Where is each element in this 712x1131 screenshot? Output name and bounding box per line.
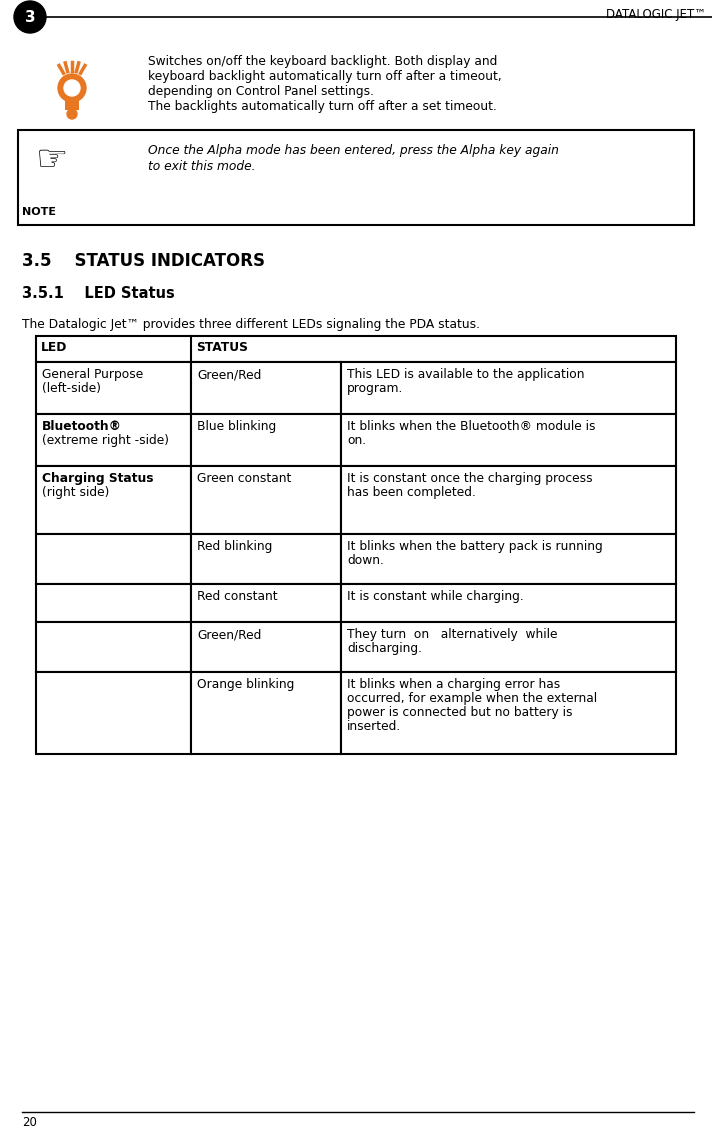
Text: LED: LED <box>41 342 68 354</box>
Circle shape <box>67 109 77 119</box>
Bar <box>341 466 676 534</box>
Bar <box>36 672 191 754</box>
Text: They turn  on   alternatively  while: They turn on alternatively while <box>347 628 557 641</box>
Text: occurred, for example when the external: occurred, for example when the external <box>347 692 597 705</box>
Text: Green/Red: Green/Red <box>197 368 261 381</box>
Bar <box>191 672 341 754</box>
Text: STATUS: STATUS <box>196 342 248 354</box>
Bar <box>36 622 191 672</box>
Bar <box>191 622 341 672</box>
Text: depending on Control Panel settings.: depending on Control Panel settings. <box>148 85 374 98</box>
Bar <box>341 534 676 584</box>
Text: It is constant while charging.: It is constant while charging. <box>347 590 524 603</box>
Text: Switches on/off the keyboard backlight. Both display and: Switches on/off the keyboard backlight. … <box>148 55 498 68</box>
Text: Charging Status: Charging Status <box>42 472 154 485</box>
Text: NOTE: NOTE <box>22 207 56 217</box>
Text: (right side): (right side) <box>42 486 110 499</box>
Text: discharging.: discharging. <box>347 642 422 655</box>
Text: Green constant: Green constant <box>197 472 291 485</box>
Text: 3: 3 <box>25 9 36 25</box>
Text: DATALOGIC JET™: DATALOGIC JET™ <box>606 8 706 21</box>
Text: (extreme right -side): (extreme right -side) <box>42 434 169 447</box>
Circle shape <box>64 80 80 96</box>
Text: 20: 20 <box>22 1116 37 1129</box>
Bar <box>341 414 676 466</box>
Text: It blinks when the Bluetooth® module is: It blinks when the Bluetooth® module is <box>347 420 595 433</box>
Bar <box>36 584 191 622</box>
Text: (left-side): (left-side) <box>42 382 101 395</box>
Text: Red blinking: Red blinking <box>197 539 273 553</box>
Bar <box>36 362 191 414</box>
Text: 3.5.1    LED Status: 3.5.1 LED Status <box>22 286 174 301</box>
Text: inserted.: inserted. <box>347 720 402 733</box>
Text: This LED is available to the application: This LED is available to the application <box>347 368 585 381</box>
Text: keyboard backlight automatically turn off after a timeout,: keyboard backlight automatically turn of… <box>148 70 502 83</box>
Text: Once the Alpha mode has been entered, press the Alpha key again: Once the Alpha mode has been entered, pr… <box>148 144 559 157</box>
Circle shape <box>14 1 46 33</box>
Text: It is constant once the charging process: It is constant once the charging process <box>347 472 592 485</box>
Bar <box>191 466 341 534</box>
Text: It blinks when a charging error has: It blinks when a charging error has <box>347 677 560 691</box>
Bar <box>341 672 676 754</box>
Text: program.: program. <box>347 382 404 395</box>
Bar <box>36 534 191 584</box>
Bar <box>191 534 341 584</box>
Text: ☞: ☞ <box>36 143 68 176</box>
Bar <box>65 101 79 110</box>
Text: The Datalogic Jet™ provides three different LEDs signaling the PDA status.: The Datalogic Jet™ provides three differ… <box>22 318 480 331</box>
Text: Green/Red: Green/Red <box>197 628 261 641</box>
Bar <box>341 362 676 414</box>
Text: Orange blinking: Orange blinking <box>197 677 294 691</box>
Text: down.: down. <box>347 554 384 567</box>
Text: has been completed.: has been completed. <box>347 486 476 499</box>
Bar <box>36 414 191 466</box>
Text: Red constant: Red constant <box>197 590 278 603</box>
Text: General Purpose: General Purpose <box>42 368 143 381</box>
Bar <box>36 466 191 534</box>
Text: The backlights automatically turn off after a set timeout.: The backlights automatically turn off af… <box>148 100 497 113</box>
Bar <box>36 336 676 362</box>
Text: on.: on. <box>347 434 366 447</box>
Text: Blue blinking: Blue blinking <box>197 420 276 433</box>
Text: to exit this mode.: to exit this mode. <box>148 159 256 173</box>
Text: Bluetooth®: Bluetooth® <box>42 420 122 433</box>
Text: power is connected but no battery is: power is connected but no battery is <box>347 706 572 719</box>
Bar <box>191 414 341 466</box>
Bar <box>341 584 676 622</box>
Bar <box>191 584 341 622</box>
Circle shape <box>58 74 86 102</box>
Bar <box>191 362 341 414</box>
Bar <box>341 622 676 672</box>
Bar <box>18 130 694 225</box>
Text: 3.5    STATUS INDICATORS: 3.5 STATUS INDICATORS <box>22 252 265 270</box>
Text: It blinks when the battery pack is running: It blinks when the battery pack is runni… <box>347 539 603 553</box>
